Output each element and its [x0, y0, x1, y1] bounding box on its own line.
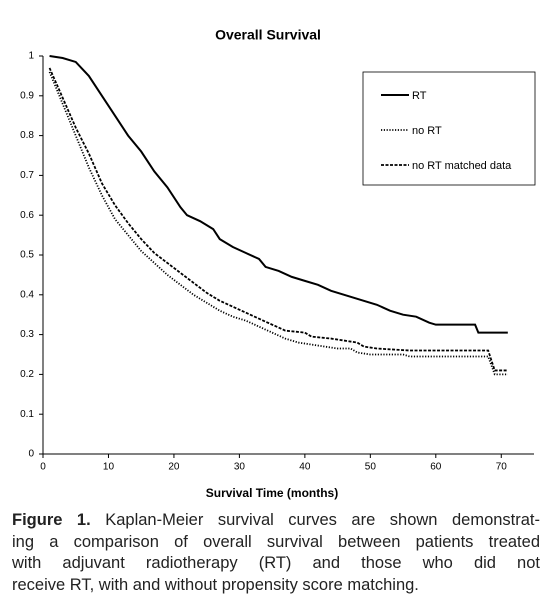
caption-line: ing a comparison of overall survival bet…	[12, 532, 540, 554]
y-tick-label: 0.7	[20, 170, 34, 181]
y-tick-label: 0.2	[20, 369, 34, 380]
y-tick-label: 0.6	[20, 210, 34, 221]
x-tick-label: 70	[496, 462, 508, 473]
series-line	[48, 67, 508, 372]
caption-text: Kaplan-Meier survival curves are shown d…	[105, 511, 541, 529]
y-tick-label: 1	[28, 51, 34, 62]
chart: Overall Survival Survival Time (months) …	[20, 27, 536, 500]
y-tick-label: 0.1	[20, 409, 34, 420]
caption: Figure 1. Kaplan-Meier survival curves a…	[12, 510, 540, 596]
x-tick-label: 30	[234, 462, 246, 473]
legend-label: no RT matched data	[412, 160, 512, 172]
x-tick-label: 50	[365, 462, 377, 473]
caption-label: Figure 1.	[12, 511, 91, 529]
x-axis-label: Survival Time (months)	[206, 486, 338, 500]
x-tick-label: 40	[299, 462, 311, 473]
chart-title: Overall Survival	[215, 27, 321, 43]
caption-text: with adjuvant radiotherapy (RT) and thos…	[12, 554, 540, 572]
y-tick-label: 0.3	[20, 329, 34, 340]
caption-text: receive RT, with and without propensity …	[12, 575, 419, 594]
legend-label: no RT	[412, 125, 442, 137]
caption-line: Figure 1. Kaplan-Meier survival curves a…	[12, 510, 540, 532]
x-tick-label: 0	[40, 462, 46, 473]
x-tick-label: 20	[168, 462, 180, 473]
y-tick-label: 0.9	[20, 90, 34, 101]
y-tick-label: 0.5	[20, 250, 34, 261]
y-tick-label: 0	[28, 449, 34, 460]
series-line	[48, 71, 508, 376]
x-tick-label: 10	[103, 462, 115, 473]
y-tick-label: 0.8	[20, 130, 34, 141]
legend-label: RT	[412, 90, 427, 102]
legend-box	[362, 71, 536, 186]
y-tick-label: 0.4	[20, 289, 34, 300]
caption-line: receive RT, with and without propensity …	[12, 575, 540, 597]
x-tick-label: 60	[430, 462, 442, 473]
series-line	[49, 55, 508, 334]
caption-line: with adjuvant radiotherapy (RT) and thos…	[12, 553, 540, 575]
caption-text: ing a comparison of overall survival bet…	[12, 532, 540, 551]
